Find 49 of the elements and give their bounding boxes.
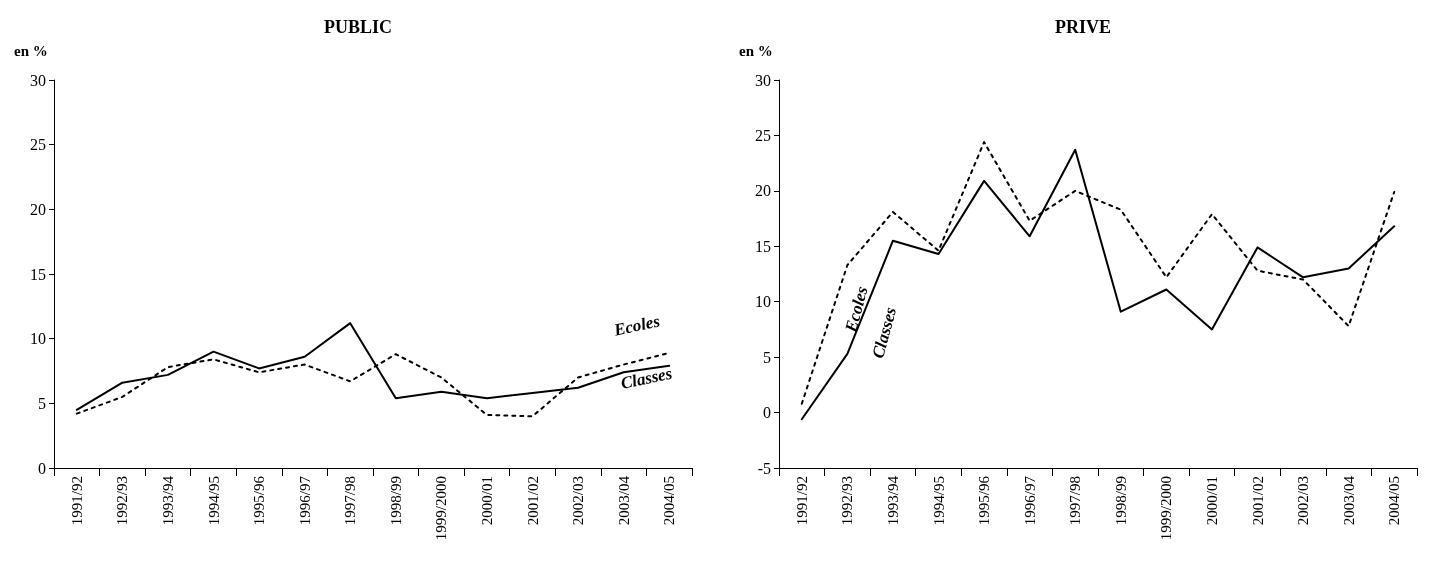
x-tick-label: 1997/98 (1067, 476, 1084, 526)
y-tick-label: 20 (30, 200, 46, 218)
x-tick-label: 1999/2000 (433, 476, 450, 541)
y-tick-label: 30 (755, 71, 771, 89)
y-tick-label: 15 (755, 237, 771, 255)
x-tick-label: 1993/94 (159, 475, 176, 526)
y-tick-label: 20 (755, 182, 771, 200)
y-axis-title: en % (14, 42, 48, 59)
x-tick-label: 1991/92 (68, 476, 85, 526)
chart-title: PUBLIC (323, 17, 393, 37)
y-tick-label: 5 (763, 348, 771, 366)
y-tick-label: -5 (757, 459, 771, 477)
y-tick-label: 10 (755, 293, 771, 311)
y-tick-label: 25 (755, 126, 771, 144)
x-tick-label: 1994/95 (930, 476, 947, 526)
x-tick-label: 2003/04 (615, 475, 632, 526)
x-tick-label: 2000/01 (478, 476, 495, 526)
x-tick-label: 2002/03 (570, 476, 587, 526)
x-tick-label: 1995/96 (976, 475, 993, 526)
x-tick-label: 1994/95 (205, 476, 222, 526)
x-tick-label: 2001/02 (1249, 476, 1266, 526)
text: Ecoles (611, 311, 662, 340)
y-axis-title: en % (739, 42, 773, 59)
x-tick-label: 1993/94 (884, 475, 901, 526)
y-tick-label: 30 (30, 71, 46, 89)
y-tick-label: 15 (30, 265, 46, 283)
x-tick-label: 1996/97 (1021, 475, 1038, 526)
x-tick-label: 1998/99 (387, 476, 404, 526)
y-tick-label: 0 (763, 404, 771, 422)
x-tick-label: 1991/92 (793, 476, 810, 526)
x-tick-label: 1995/96 (251, 475, 268, 526)
x-tick-label: 2002/03 (1295, 476, 1312, 526)
x-tick-label: 2000/01 (1203, 476, 1220, 526)
x-tick-label: 1997/98 (342, 476, 359, 526)
y-tick-label: 0 (38, 459, 46, 477)
x-tick-label: 2001/02 (524, 476, 541, 526)
x-tick-label: 2004/05 (1386, 476, 1403, 526)
x-tick-label: 1992/93 (114, 476, 131, 526)
chart-title: PRIVE (1054, 17, 1112, 37)
x-tick-label: 1998/99 (1112, 476, 1129, 526)
x-tick-label: 2003/04 (1340, 475, 1357, 526)
y-tick-label: 5 (38, 394, 46, 412)
x-tick-label: 2004/05 (661, 476, 678, 526)
y-tick-label: 25 (30, 136, 46, 154)
y-tick-label: 10 (30, 330, 46, 348)
x-tick-label: 1996/97 (296, 475, 313, 526)
x-tick-label: 1992/93 (839, 476, 856, 526)
x-tick-label: 1999/2000 (1158, 476, 1175, 541)
text: Classes (619, 363, 675, 393)
